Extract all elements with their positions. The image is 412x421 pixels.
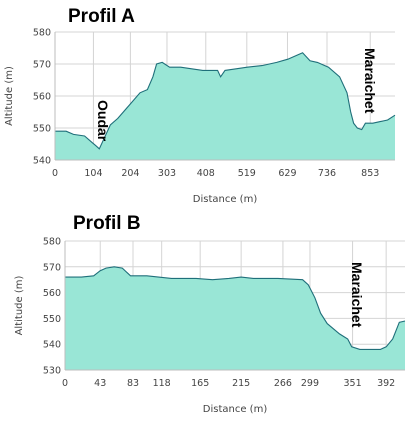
chart-title: Profil B [73, 213, 141, 234]
chart-title: Profil A [68, 6, 135, 27]
x-tick-label: 165 [191, 378, 209, 389]
y-tick-label: 580 [43, 237, 61, 248]
y-axis-label: Altitude (m) [4, 66, 15, 126]
x-tick-label: 0 [52, 168, 58, 179]
annotation-label: Oudar [95, 100, 111, 142]
x-tick-label: 104 [84, 168, 102, 179]
y-tick-label: 570 [33, 60, 51, 71]
y-tick-label: 560 [33, 92, 51, 103]
y-tick-label: 550 [43, 314, 61, 325]
x-tick-label: 266 [274, 378, 292, 389]
y-tick-label: 580 [33, 28, 51, 39]
elevation-area [55, 52, 395, 160]
x-tick-label: 303 [158, 168, 176, 179]
x-tick-label: 519 [238, 168, 256, 179]
x-tick-label: 408 [197, 168, 215, 179]
x-tick-label: 43 [94, 378, 106, 389]
y-tick-label: 560 [43, 288, 61, 299]
x-tick-label: 83 [127, 378, 139, 389]
y-tick-label: 530 [43, 366, 61, 377]
elevation-line [55, 52, 396, 150]
elevation-line [65, 266, 406, 350]
x-tick-label: 736 [318, 168, 336, 179]
y-tick-label: 540 [43, 340, 61, 351]
x-tick-label: 351 [343, 378, 361, 389]
x-axis-label: Distance (m) [203, 404, 268, 415]
x-tick-label: 215 [232, 378, 250, 389]
y-tick-label: 550 [33, 124, 51, 135]
x-axis-label: Distance (m) [193, 194, 258, 205]
x-tick-label: 299 [301, 378, 319, 389]
x-tick-label: 118 [153, 378, 171, 389]
y-tick-label: 540 [33, 156, 51, 167]
annotation-label: Maraichet [362, 48, 378, 114]
x-tick-label: 853 [361, 168, 379, 179]
y-axis-label: Altitude (m) [14, 276, 25, 336]
x-tick-label: 0 [62, 378, 68, 389]
y-tick-label: 570 [43, 262, 61, 273]
x-tick-label: 204 [121, 168, 139, 179]
chart-profil-b: Profil B 530 540 550 560 570 580 0 43 83 118 165 215… [14, 213, 406, 415]
elevation-area [65, 266, 405, 370]
annotation-label: Maraichet [349, 262, 365, 328]
x-tick-label: 629 [278, 168, 296, 179]
chart-profil-a: Profil A 540 550 560 570 580 0 104 204 303 408 519 6… [4, 6, 396, 205]
x-tick-label: 392 [377, 378, 395, 389]
